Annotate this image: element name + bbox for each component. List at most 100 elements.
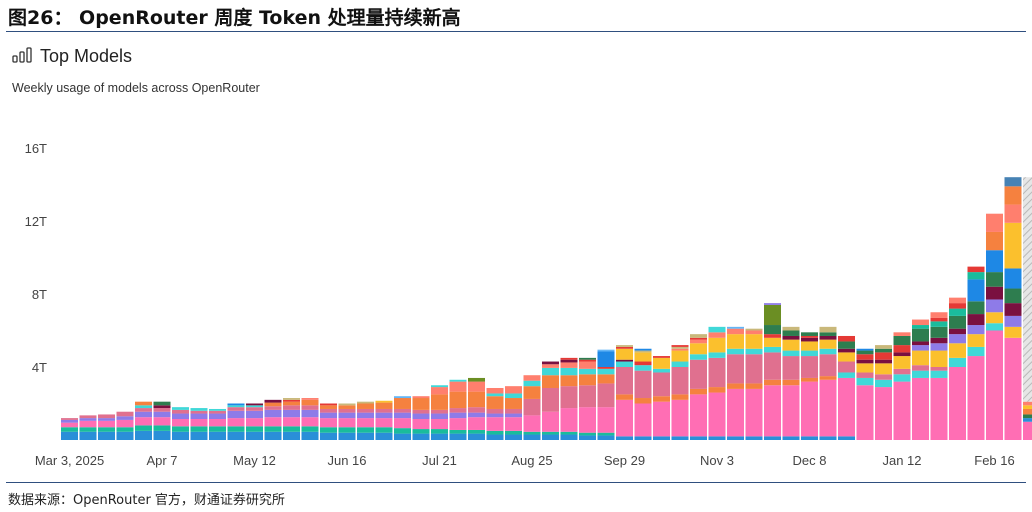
bar-segment (246, 405, 263, 408)
bar-51 (1004, 177, 1022, 440)
bar-segment (1004, 315, 1022, 327)
bar-segment (764, 352, 781, 380)
bar-segment (764, 304, 781, 326)
bar-segment (172, 413, 189, 420)
bar-segment (782, 326, 800, 331)
bar-segment (560, 408, 578, 432)
bar-segment (949, 367, 966, 440)
bar-segment (690, 359, 707, 389)
bar-segment (634, 403, 652, 437)
bar-segment (801, 377, 818, 382)
bar-segment (930, 312, 948, 318)
bar-segment (986, 250, 1003, 273)
bar-segment (431, 419, 448, 430)
bar-segment (653, 357, 670, 369)
bar-segment (967, 272, 985, 280)
bar-segment (690, 343, 707, 355)
bar-segment (116, 411, 134, 417)
bar-segment (949, 308, 966, 316)
bar-segment (949, 343, 966, 358)
bar-segment (505, 408, 522, 414)
bar-segment (412, 398, 430, 410)
bar-segment (542, 361, 559, 365)
bar-segment (634, 370, 652, 399)
bar-segment (764, 436, 781, 440)
bar-segment (597, 435, 615, 440)
bar-segment (690, 388, 707, 395)
bar-segment (708, 337, 726, 353)
bar-segment (375, 418, 393, 428)
bar-segment (597, 383, 615, 408)
bar-segment (135, 408, 152, 412)
bar-segment (967, 346, 985, 357)
bar-segment (708, 387, 726, 393)
bar-50 (986, 213, 1003, 440)
bar-segment (986, 272, 1003, 287)
bars-layer (61, 177, 1032, 440)
bar-segment (61, 422, 78, 428)
bar-segment (431, 429, 448, 434)
bar-segment (819, 326, 837, 333)
bar-segment (468, 381, 485, 392)
bar-segment (986, 213, 1003, 232)
bar-segment (301, 431, 319, 440)
bar-segment (597, 351, 615, 367)
x-tick-label: May 12 (233, 453, 276, 468)
bar-segment (338, 432, 356, 440)
bar-segment (893, 332, 911, 336)
bar-segment (727, 354, 744, 384)
bar-segment (616, 348, 633, 360)
bar-segment (449, 412, 467, 419)
bar-segment (523, 434, 541, 440)
bar-segment (320, 427, 337, 433)
bar-segment (893, 345, 911, 353)
bar-segment (616, 436, 633, 440)
bar-38 (764, 303, 781, 440)
bar-segment (338, 408, 356, 413)
bar-45 (893, 332, 911, 440)
bar-segment (856, 372, 874, 378)
bar-segment (893, 352, 911, 357)
bar-segment (209, 426, 226, 432)
bar-segment (967, 301, 985, 315)
y-tick-label: 4T (32, 360, 47, 375)
bar-segment (893, 368, 911, 375)
bar-segment (320, 405, 337, 409)
bar-segment (283, 417, 300, 427)
x-tick-label: Apr 7 (146, 453, 177, 468)
bar-segment (727, 334, 744, 349)
bar-segment (597, 349, 615, 352)
bar-20 (431, 385, 448, 440)
bar-segment (542, 387, 559, 412)
bar-segment (79, 431, 97, 440)
bar-segment (542, 434, 559, 440)
bar-segment (819, 339, 837, 349)
bar-segment (486, 396, 504, 409)
bar-segment (912, 345, 929, 351)
bar-segment (764, 379, 781, 386)
bar-segment (671, 346, 689, 349)
bar-segment (301, 417, 319, 427)
bar-chart-icon (12, 46, 32, 67)
bar-24 (505, 386, 522, 440)
bar-segment (745, 328, 763, 331)
bar-segment (431, 433, 448, 440)
source-note: 数据来源：OpenRouter 官方，财通证券研究所 (8, 493, 285, 508)
bar-segment (320, 418, 337, 428)
bar-segment (172, 431, 189, 440)
bar-segment (986, 231, 1003, 251)
footer-divider (6, 482, 1026, 483)
bar-segment (523, 398, 541, 416)
bar-segment (579, 359, 596, 362)
bar-segment (227, 431, 245, 440)
x-tick-label: Aug 25 (511, 453, 552, 468)
bar-segment (172, 409, 189, 414)
bar-52 (1023, 177, 1032, 440)
bar-segment (153, 408, 171, 412)
bar-segment (560, 362, 578, 368)
bar-segment (449, 418, 467, 430)
bar-segment (690, 334, 707, 338)
bar-segment (246, 410, 263, 419)
bar-segment (912, 328, 929, 342)
bar-segment (209, 419, 226, 427)
